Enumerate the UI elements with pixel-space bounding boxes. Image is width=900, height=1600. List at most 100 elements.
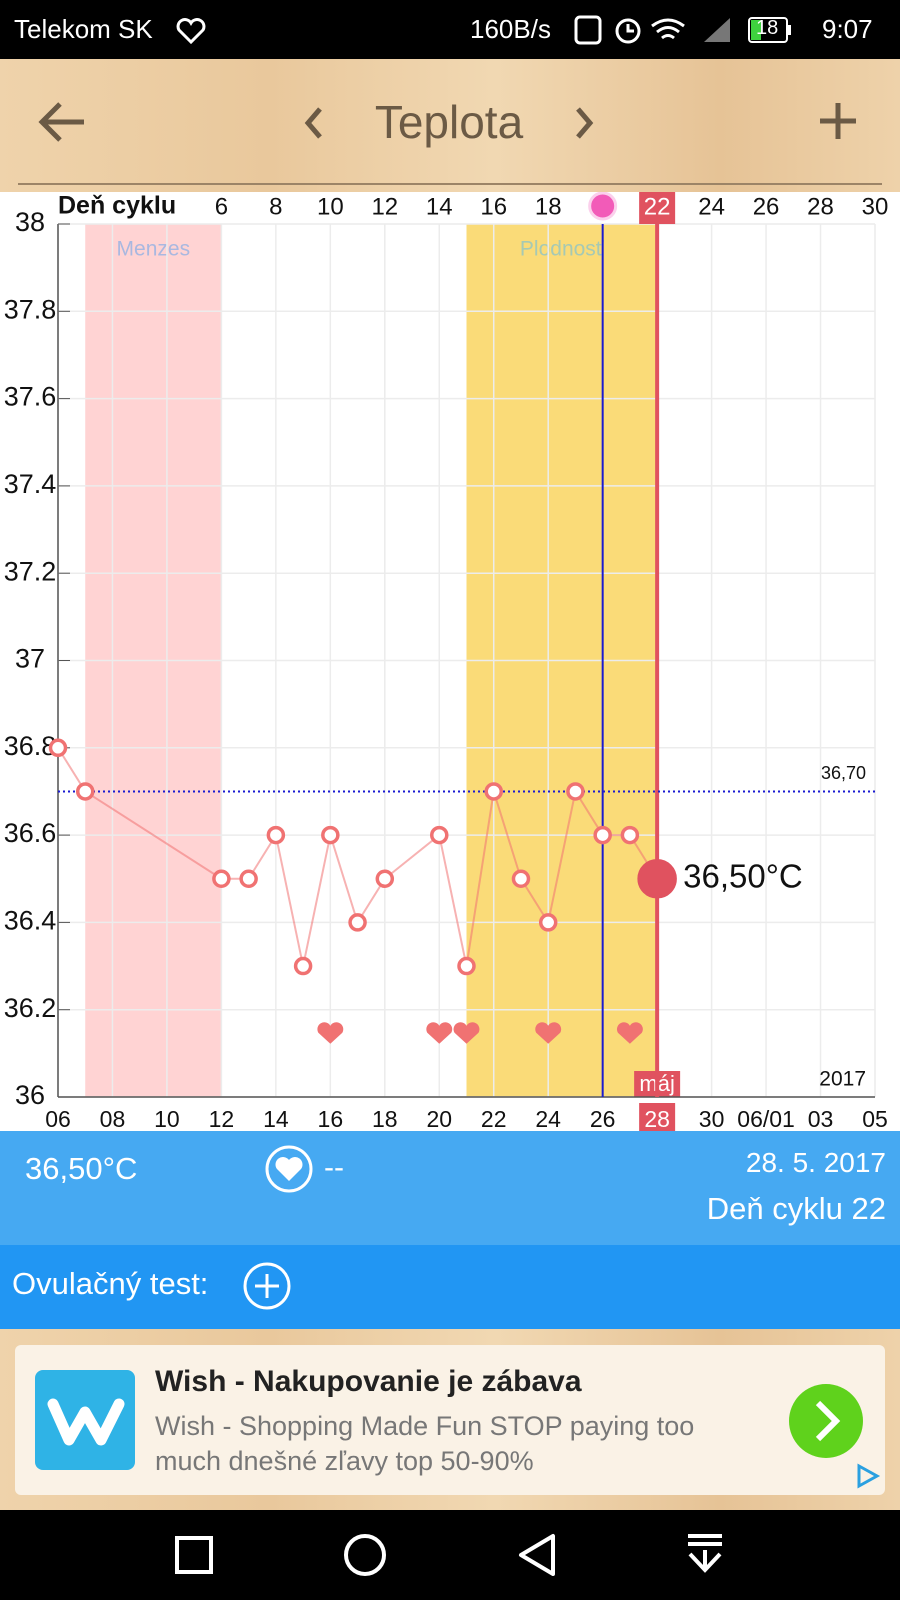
status-bar: Telekom SK 160B/s 18 9:07 xyxy=(0,0,900,59)
ad-area: Wish - Nakupovanie je zábava Wish - Shop… xyxy=(0,1329,900,1510)
phase-label: Plodnosť xyxy=(520,238,605,261)
temperature-point xyxy=(484,782,503,801)
point-label: 36,50°C xyxy=(683,857,803,894)
ad-title: Wish - Nakupovanie je zábava xyxy=(155,1365,582,1398)
phase-label: Menzes xyxy=(117,238,191,261)
previous-button[interactable] xyxy=(302,105,326,141)
battery-icon xyxy=(748,17,791,43)
x-tick-label: 16 xyxy=(480,193,507,220)
temperature-point xyxy=(566,782,585,801)
ovulation-test-row: Ovulačný test: xyxy=(0,1245,900,1329)
ad-choices-icon[interactable] xyxy=(853,1463,881,1489)
x-date-label: 12 xyxy=(209,1106,235,1131)
y-tick-label: 36.2 xyxy=(4,993,57,1023)
x-tick-label: 8 xyxy=(269,193,282,220)
x-date-label: 18 xyxy=(372,1106,398,1131)
add-ovulation-test[interactable] xyxy=(242,1261,292,1311)
temperature-point xyxy=(75,782,95,801)
x-date-label: 28 xyxy=(644,1106,670,1131)
intercourse-heart xyxy=(535,1022,562,1044)
intercourse-heart xyxy=(426,1022,453,1044)
x-tick-label: 6 xyxy=(215,193,228,220)
selected-date: 28. 5. 2017 xyxy=(745,1147,886,1178)
temperature-point xyxy=(348,913,367,932)
intercourse-value: -- xyxy=(324,1151,344,1184)
next-button[interactable] xyxy=(572,105,596,141)
temperature-point xyxy=(293,956,313,976)
x-tick-label: 10 xyxy=(317,193,344,220)
x-tick-label: 22 xyxy=(644,193,671,220)
y-tick-label: 37.6 xyxy=(4,382,57,412)
temperature-point xyxy=(620,825,640,845)
temperature-point xyxy=(375,869,395,888)
network-speed: 160B/s xyxy=(470,14,551,44)
x-tick-label: 12 xyxy=(371,193,398,220)
reference-label: 36,70 xyxy=(821,763,866,783)
temperature-point xyxy=(457,956,476,976)
back-button[interactable] xyxy=(36,99,88,145)
add-button[interactable] xyxy=(818,101,858,141)
x-date-label: 10 xyxy=(154,1106,180,1131)
status-icons xyxy=(574,15,730,45)
x-date-label: 05 xyxy=(862,1106,888,1131)
ad-body: Wish - Shopping Made Fun STOP paying too… xyxy=(155,1411,695,1476)
x-date-label: 22 xyxy=(481,1106,507,1131)
ad-card[interactable]: Wish - Nakupovanie je zábava Wish - Shop… xyxy=(15,1345,885,1495)
header: Teplota xyxy=(0,59,900,192)
y-tick-label: 38 xyxy=(15,207,45,237)
temperature-point xyxy=(321,825,340,845)
x-date-label: 16 xyxy=(318,1106,344,1131)
y-tick-label: 37.8 xyxy=(4,294,57,324)
header-divider xyxy=(18,183,882,185)
nav-bar xyxy=(0,1510,900,1600)
temperature-point xyxy=(212,869,231,888)
intercourse-heart xyxy=(317,1022,344,1044)
battery-level: 18 xyxy=(756,17,779,39)
current-point xyxy=(637,859,677,899)
y-tick-label: 37.2 xyxy=(4,556,57,586)
temperature-point xyxy=(266,825,286,845)
y-tick-label: 36.8 xyxy=(4,731,57,761)
y-tick-label: 37 xyxy=(15,644,45,674)
current-date-highlight xyxy=(639,1103,676,1131)
clock: 9:07 xyxy=(822,14,873,44)
intercourse-heart xyxy=(616,1022,643,1044)
ad-open-button[interactable] xyxy=(788,1383,864,1459)
ovulation-marker xyxy=(588,192,618,221)
temperature-chart: Menzes Plodnosť 36 36.2 36.4 36.6 36.8 37 37.2 37… xyxy=(4,192,889,1131)
x-tick-label: 14 xyxy=(426,193,453,220)
y-tick-label: 37.4 xyxy=(4,469,57,499)
info-panel: 36,50°C -- 28. 5. 2017 Deň cyklu 22 xyxy=(0,1131,900,1245)
current-day-highlight xyxy=(639,192,676,224)
temperature-point xyxy=(511,869,531,888)
temperature-point xyxy=(430,825,449,845)
temperature-point xyxy=(538,913,558,932)
x-tick-label: 24 xyxy=(698,193,725,220)
y-tick-label: 36.4 xyxy=(4,906,57,936)
ovulation-test-label: Ovulačný test: xyxy=(12,1266,209,1301)
nav-icons xyxy=(175,1534,722,1576)
x-date-label: 30 xyxy=(699,1106,725,1131)
x-date-label: 03 xyxy=(808,1106,834,1131)
heart-icon xyxy=(176,18,206,44)
x-date-label: 08 xyxy=(100,1106,126,1131)
x-date-label: 06 xyxy=(45,1106,71,1131)
x-date-label: 24 xyxy=(535,1106,561,1131)
x-date-label: 20 xyxy=(426,1106,452,1131)
temperature-point xyxy=(48,738,68,758)
x-tick-label: 28 xyxy=(807,193,834,220)
temperature-value: 36,50°C xyxy=(25,1151,138,1186)
year-label: 2017 xyxy=(819,1068,866,1091)
intercourse-heart xyxy=(453,1022,480,1044)
x-tick-label: 18 xyxy=(535,193,562,220)
selected-cycle-day: Deň cyklu 22 xyxy=(706,1191,886,1226)
y-tick-label: 36 xyxy=(15,1080,45,1110)
intercourse-button[interactable] xyxy=(264,1144,314,1194)
y-tick-label: 36.6 xyxy=(4,818,57,848)
x-tick-label: 30 xyxy=(862,193,889,220)
carrier: Telekom SK xyxy=(14,14,153,44)
temperature-point xyxy=(593,825,612,845)
x-tick-label: 26 xyxy=(753,193,780,220)
ad-logo xyxy=(35,1370,135,1470)
